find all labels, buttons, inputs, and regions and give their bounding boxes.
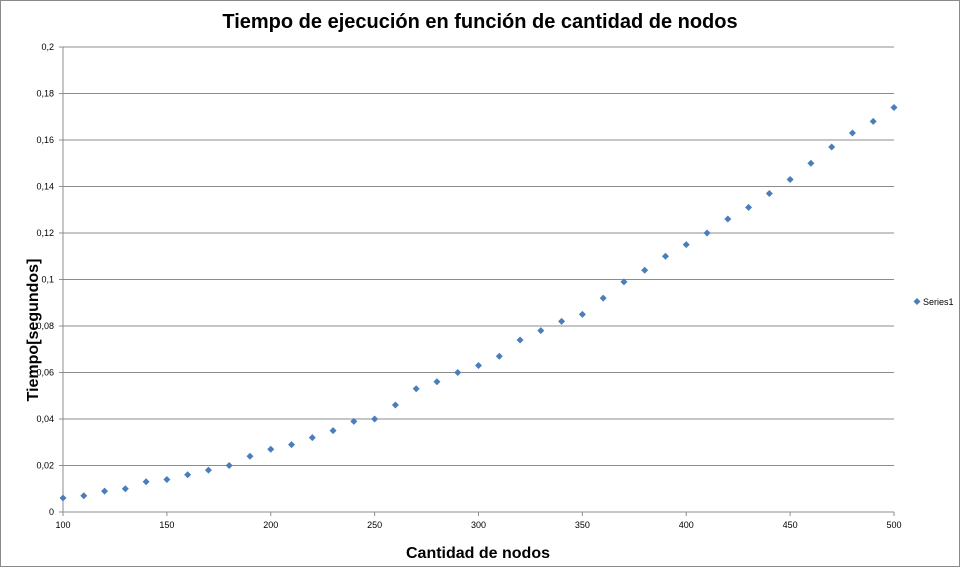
data-point (495, 352, 503, 360)
legend-label-series1: Series1 (923, 297, 954, 307)
data-point (80, 492, 88, 500)
data-point (682, 241, 690, 249)
data-point (454, 369, 462, 376)
y-tick-label: 0,06 (36, 368, 54, 378)
data-point (724, 215, 732, 223)
y-tick-label: 0,18 (36, 89, 54, 99)
data-point (828, 143, 836, 151)
data-point (391, 401, 399, 409)
data-point (163, 475, 171, 483)
data-point (599, 294, 607, 302)
y-axis-ticks: 0 0,02 0,04 0,06 0,08 0,1 0,12 0,14 0,16 0,18 0,2 (36, 42, 63, 517)
y-tick-label: 0 (49, 507, 54, 517)
y-tick-label: 0,2 (41, 42, 54, 52)
data-point (703, 229, 711, 237)
y-tick-label: 0,16 (36, 135, 54, 145)
data-point (59, 494, 67, 502)
data-point (350, 417, 358, 425)
data-point (412, 385, 420, 393)
data-point (142, 478, 150, 486)
data-point (807, 159, 815, 167)
y-tick-label: 0,12 (36, 228, 54, 238)
data-point (620, 278, 628, 286)
x-tick-label: 500 (886, 520, 901, 530)
data-point (184, 471, 192, 479)
data-points (59, 103, 898, 502)
data-point (371, 415, 379, 423)
x-tick-label: 350 (575, 520, 590, 530)
x-tick-label: 200 (263, 520, 278, 530)
data-point (267, 445, 275, 453)
data-point (848, 129, 856, 137)
data-point (475, 362, 482, 370)
data-point (308, 434, 316, 442)
data-point (121, 485, 129, 493)
data-point (641, 266, 649, 274)
data-point (558, 317, 566, 325)
data-point (890, 103, 898, 111)
x-axis-ticks: 100 150 200 250 300 350 400 450 500 (55, 512, 902, 530)
data-point (246, 452, 254, 460)
data-point (869, 117, 877, 125)
legend: Series1 (913, 297, 954, 307)
x-tick-label: 250 (367, 520, 382, 530)
x-tick-label: 450 (783, 520, 798, 530)
y-axis-title: Tiempo[segundos] (25, 259, 42, 402)
data-point (516, 336, 524, 344)
x-axis-title: Cantidad de nodos (406, 545, 550, 562)
data-point (329, 427, 337, 435)
x-tick-label: 400 (679, 520, 694, 530)
x-tick-label: 100 (55, 520, 70, 530)
chart-title: Tiempo de ejecución en función de cantid… (222, 11, 737, 33)
grid-lines (63, 46, 894, 466)
y-tick-label: 0,1 (41, 275, 54, 285)
y-tick-label: 0,14 (36, 182, 54, 192)
data-point (765, 189, 773, 197)
y-tick-label: 0,04 (36, 414, 54, 424)
data-point (745, 203, 753, 211)
x-tick-label: 300 (471, 520, 486, 530)
data-point (288, 441, 296, 449)
data-point (786, 176, 794, 184)
data-point (537, 327, 545, 335)
data-point (101, 487, 109, 495)
y-tick-label: 0,08 (36, 321, 54, 331)
data-point (433, 378, 441, 386)
data-point (204, 466, 212, 474)
x-tick-label: 150 (159, 520, 174, 530)
data-point (661, 252, 669, 260)
data-point (578, 310, 586, 318)
data-point (225, 462, 233, 469)
y-tick-label: 0,02 (36, 461, 54, 471)
legend-marker-icon (913, 298, 921, 305)
